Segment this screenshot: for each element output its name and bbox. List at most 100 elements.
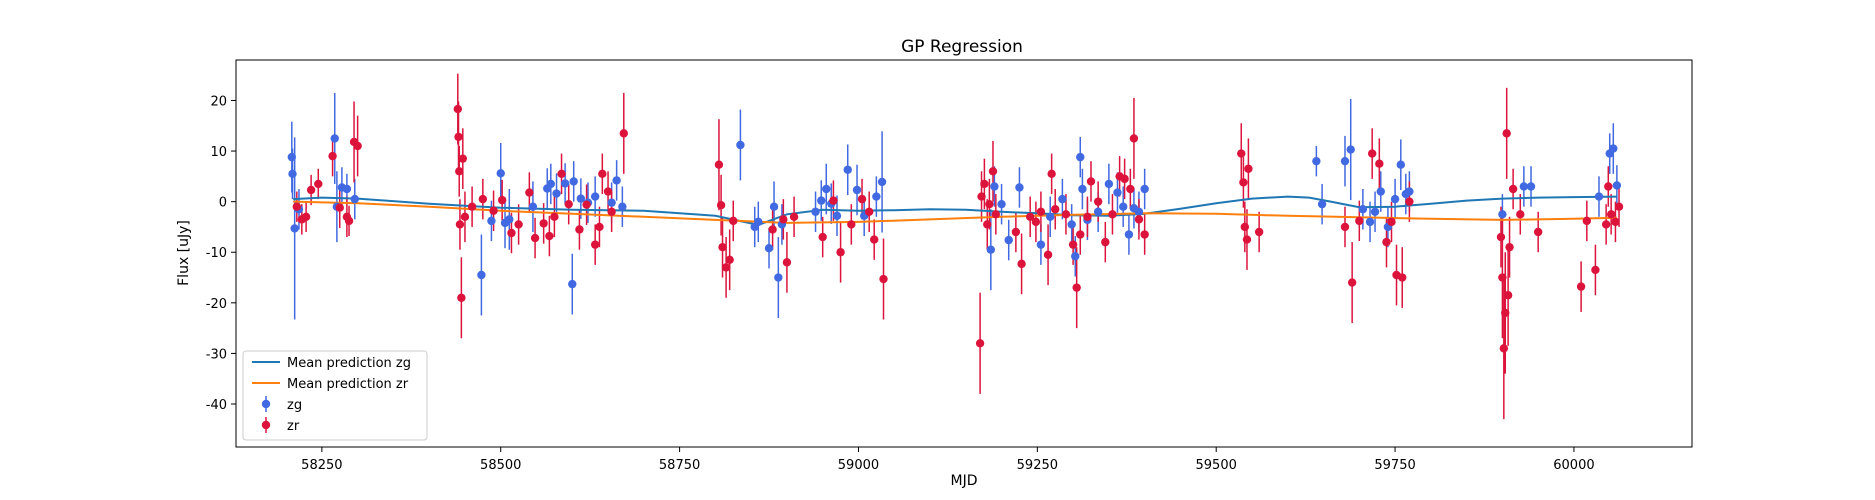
point-zg	[1405, 187, 1414, 196]
point-zr	[782, 258, 792, 267]
point-zr	[1576, 282, 1586, 291]
chart-title: GP Regression	[901, 37, 1023, 57]
point-zg	[811, 207, 820, 216]
point-zr	[1108, 210, 1117, 219]
point-zg	[1067, 220, 1076, 229]
point-zg	[552, 189, 561, 198]
point-zr	[977, 192, 986, 201]
point-zr	[1499, 344, 1509, 353]
y-tick-label: -10	[206, 246, 227, 261]
point-zr	[1017, 259, 1026, 269]
point-zr	[550, 212, 559, 222]
point-zg	[774, 273, 783, 282]
point-zg	[990, 182, 999, 191]
point-zr	[1031, 217, 1041, 227]
point-zg	[607, 198, 616, 207]
point-zr	[1508, 184, 1518, 194]
x-tick-label: 59500	[1196, 458, 1237, 473]
point-zr	[454, 132, 463, 142]
y-tick-label: 0	[219, 196, 227, 211]
point-zr	[575, 225, 584, 234]
point-zr	[335, 203, 344, 212]
point-zr	[1025, 212, 1035, 222]
point-zg	[288, 169, 297, 179]
y-tick-label: 10	[210, 145, 227, 160]
y-tick-label: -30	[206, 347, 227, 362]
point-zg	[1078, 184, 1087, 194]
point-zr	[864, 207, 874, 216]
point-zg	[477, 270, 486, 280]
point-zg	[1519, 182, 1529, 191]
point-zg	[1498, 210, 1507, 219]
point-zr	[457, 293, 466, 302]
y-tick-label: -20	[206, 297, 227, 312]
point-zr	[1129, 134, 1139, 143]
point-zr	[1582, 216, 1592, 226]
point-zr	[1398, 273, 1407, 282]
point-zr	[988, 167, 998, 176]
point-zg	[1058, 194, 1067, 204]
point-zr	[985, 199, 994, 209]
point-zr	[1505, 242, 1514, 252]
point-zg	[350, 194, 359, 204]
x-tick-label: 59750	[1374, 458, 1415, 473]
point-zr	[1601, 220, 1611, 229]
points-layer	[287, 104, 1624, 353]
point-zr	[975, 339, 985, 348]
point-zr	[1083, 212, 1092, 222]
point-zr	[1036, 207, 1046, 216]
point-zr	[344, 216, 354, 226]
x-tick-label: 59250	[1017, 458, 1058, 473]
x-tick-label: 58500	[480, 458, 521, 473]
point-zr	[1502, 129, 1511, 138]
point-zr	[818, 232, 827, 242]
point-zg	[505, 215, 514, 224]
legend-label: Mean prediction zg	[287, 356, 411, 371]
point-zg	[590, 192, 600, 201]
point-zr	[514, 220, 523, 229]
point-zr	[582, 200, 591, 209]
point-zg	[1046, 212, 1055, 222]
point-zr	[870, 235, 879, 244]
x-tick-label: 58750	[659, 458, 700, 473]
point-zg	[769, 202, 779, 211]
point-zg	[1124, 230, 1134, 239]
point-zr	[1375, 159, 1384, 168]
point-zr	[768, 225, 777, 234]
point-zr	[1367, 149, 1377, 158]
x-tick-label: 58250	[301, 458, 342, 473]
point-zr	[539, 219, 548, 228]
x-axis-label: MJD	[951, 473, 978, 489]
point-zr	[1604, 182, 1613, 191]
point-zg	[1609, 144, 1618, 153]
legend-label: zg	[287, 398, 302, 413]
point-zr	[458, 154, 468, 163]
point-zr	[564, 199, 573, 209]
point-zr	[603, 187, 613, 196]
point-zr	[1382, 237, 1391, 247]
point-zr	[1533, 227, 1543, 237]
legend-label: zr	[287, 419, 300, 434]
point-zg	[1370, 207, 1380, 216]
point-zg	[287, 152, 297, 162]
point-zr	[1387, 217, 1396, 227]
line-mean-prediction-zr	[293, 200, 1617, 224]
point-zg	[1340, 156, 1350, 166]
point-zg	[852, 185, 862, 195]
point-zr	[829, 196, 838, 205]
legend-box	[242, 350, 428, 441]
point-zr	[983, 220, 992, 229]
point-zr	[1254, 227, 1264, 237]
point-zr	[607, 207, 616, 216]
point-zg	[754, 217, 763, 227]
point-zg	[528, 202, 538, 211]
point-zr	[1496, 232, 1506, 242]
point-zr	[1093, 197, 1103, 206]
point-zg	[1093, 207, 1103, 216]
point-zr	[328, 151, 337, 161]
point-zr	[353, 141, 362, 151]
point-zg	[843, 165, 852, 174]
point-zg	[1071, 252, 1080, 261]
point-zg	[546, 179, 556, 189]
point-zg	[1358, 205, 1368, 214]
